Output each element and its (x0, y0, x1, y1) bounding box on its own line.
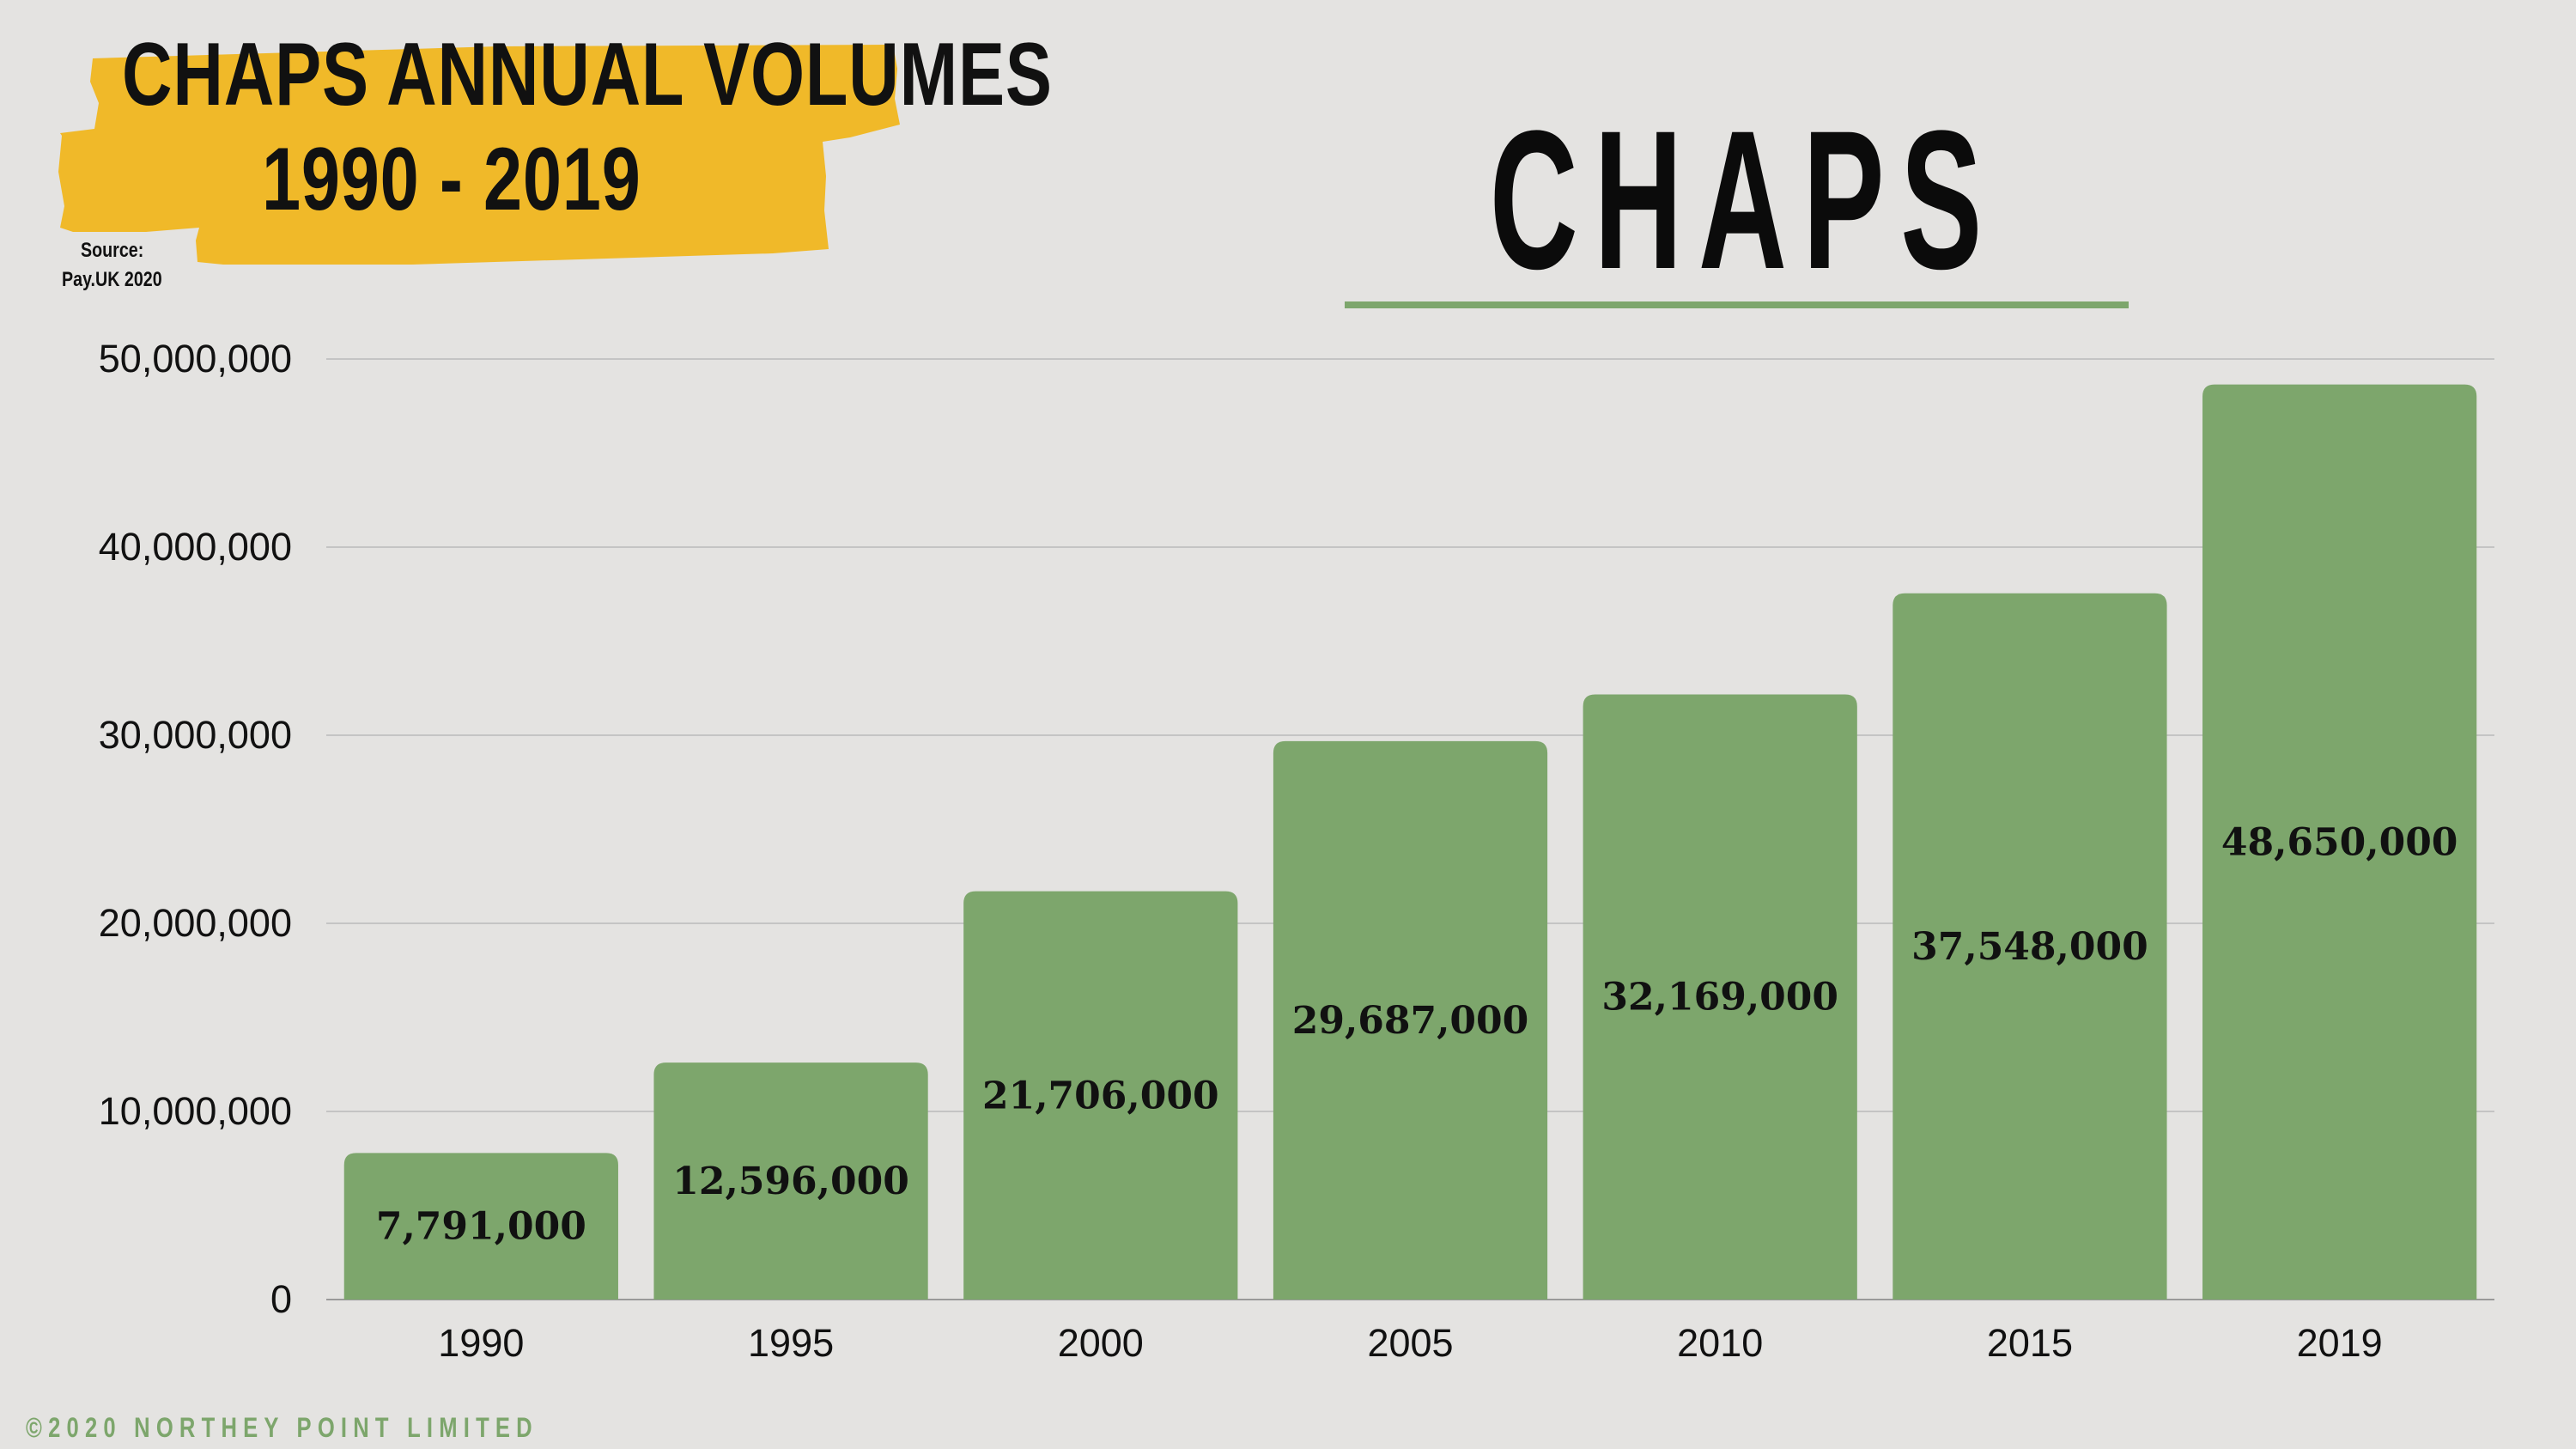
title-banner (58, 45, 900, 265)
x-tick-label: 2005 (1367, 1321, 1453, 1365)
data-label: 32,169,000 (1601, 976, 1838, 1020)
x-tick-label: 2010 (1677, 1321, 1763, 1365)
bar-1990 (343, 1153, 618, 1300)
bar-2000 (963, 891, 1238, 1300)
bars (343, 384, 2477, 1300)
y-axis-ticks: 0 10,000,000 20,000,000 30,000,000 40,000,00… (99, 337, 292, 1321)
data-labels: 7,791,000 12,596,000 21,706,000 29,687,000 3… (376, 820, 2458, 1248)
bar-2010 (1583, 694, 1857, 1300)
source-label: Source: (81, 239, 144, 262)
banner-year-range: 1990 - 2019 (262, 130, 641, 229)
data-label: 12,596,000 (672, 1160, 909, 1203)
data-label: 29,687,000 (1292, 999, 1529, 1043)
banner-heading: CHAPS ANNUAL VOLUMES (122, 25, 1053, 125)
y-tick-label: 40,000,000 (99, 525, 292, 569)
bar-2015 (1893, 593, 2167, 1300)
bar-2019 (2202, 384, 2477, 1300)
data-label: 37,548,000 (1911, 925, 2148, 969)
data-label: 48,650,000 (2221, 820, 2458, 864)
x-tick-label: 2015 (1987, 1321, 2073, 1365)
y-tick-label: 20,000,000 (99, 901, 292, 945)
y-tick-label: 30,000,000 (99, 713, 292, 757)
copyright-footer: ©2020 NORTHEY POINT LIMITED (26, 1412, 538, 1443)
x-tick-label: 2019 (2297, 1321, 2383, 1365)
x-tick-label: 2000 (1058, 1321, 1144, 1365)
x-tick-label: 1990 (438, 1321, 524, 1365)
x-tick-label: 1995 (748, 1321, 834, 1365)
title-underline (1345, 301, 2129, 308)
x-axis-ticks: 1990 1995 2000 2005 2010 2015 2019 (438, 1321, 2382, 1365)
data-label: 21,706,000 (982, 1074, 1219, 1117)
y-tick-label: 10,000,000 (99, 1089, 292, 1133)
y-tick-label: 50,000,000 (99, 337, 292, 381)
data-label: 7,791,000 (376, 1205, 586, 1249)
bar-1995 (653, 1062, 928, 1300)
y-tick-label: 0 (270, 1277, 292, 1321)
banner-brush-stroke (58, 45, 900, 265)
source-value: Pay.UK 2020 (62, 268, 162, 291)
chart-title: CHAPS (1489, 89, 1998, 310)
bar-2005 (1273, 740, 1548, 1300)
